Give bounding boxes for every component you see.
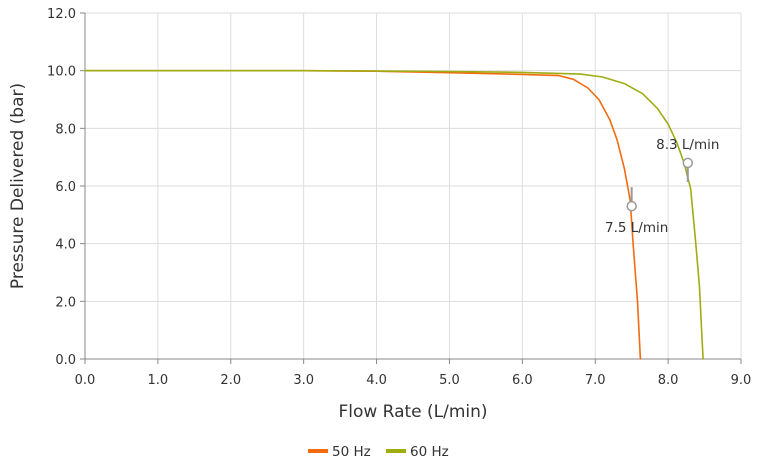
annotations: 7.5 L/min 8.3 L/min xyxy=(605,137,719,236)
x-tick-label: 1.0 xyxy=(148,373,169,388)
x-tick-label: 3.0 xyxy=(293,373,314,388)
y-axis-title: Pressure Delivered (bar) xyxy=(8,83,28,289)
annotation-label: 8.3 L/min xyxy=(656,137,719,153)
annotation-marker xyxy=(682,157,694,169)
grid-lines xyxy=(85,12,742,359)
y-tick-label: 6.0 xyxy=(55,180,76,195)
x-tick-label: 7.0 xyxy=(585,373,606,388)
x-tick-label: 9.0 xyxy=(731,373,752,388)
y-tick-label: 4.0 xyxy=(55,238,76,253)
y-tick-label: 0.0 xyxy=(55,353,76,368)
series-layer xyxy=(84,69,704,360)
x-tick-label: 5.0 xyxy=(439,373,460,388)
x-axis-title: Flow Rate (L/min) xyxy=(338,402,487,422)
legend-label: 50 Hz xyxy=(332,444,371,460)
annotation-label: 7.5 L/min xyxy=(605,220,668,236)
series-line-50-hz xyxy=(84,69,642,360)
x-tick-label: 0.0 xyxy=(75,373,96,388)
legend-label: 60 Hz xyxy=(410,444,449,460)
x-tick-label: 8.0 xyxy=(658,373,679,388)
x-tick-label: 2.0 xyxy=(220,373,241,388)
legend: 50 Hz 60 Hz xyxy=(308,444,449,460)
x-tick-label: 4.0 xyxy=(366,373,387,388)
y-tick-label: 10.0 xyxy=(47,65,76,80)
y-tick-label: 12.0 xyxy=(47,7,76,22)
y-tick-label: 2.0 xyxy=(55,295,76,310)
series-line-60-hz xyxy=(84,69,704,360)
axes xyxy=(80,12,742,364)
tick-labels: 0.0 1.0 2.0 3.0 4.0 5.0 6.0 7.0 8.0 9.0 0.0 2.0 4.0 6… xyxy=(47,7,751,388)
x-tick-label: 6.0 xyxy=(512,373,533,388)
y-tick-label: 8.0 xyxy=(55,122,76,137)
annotation-marker xyxy=(626,200,637,212)
